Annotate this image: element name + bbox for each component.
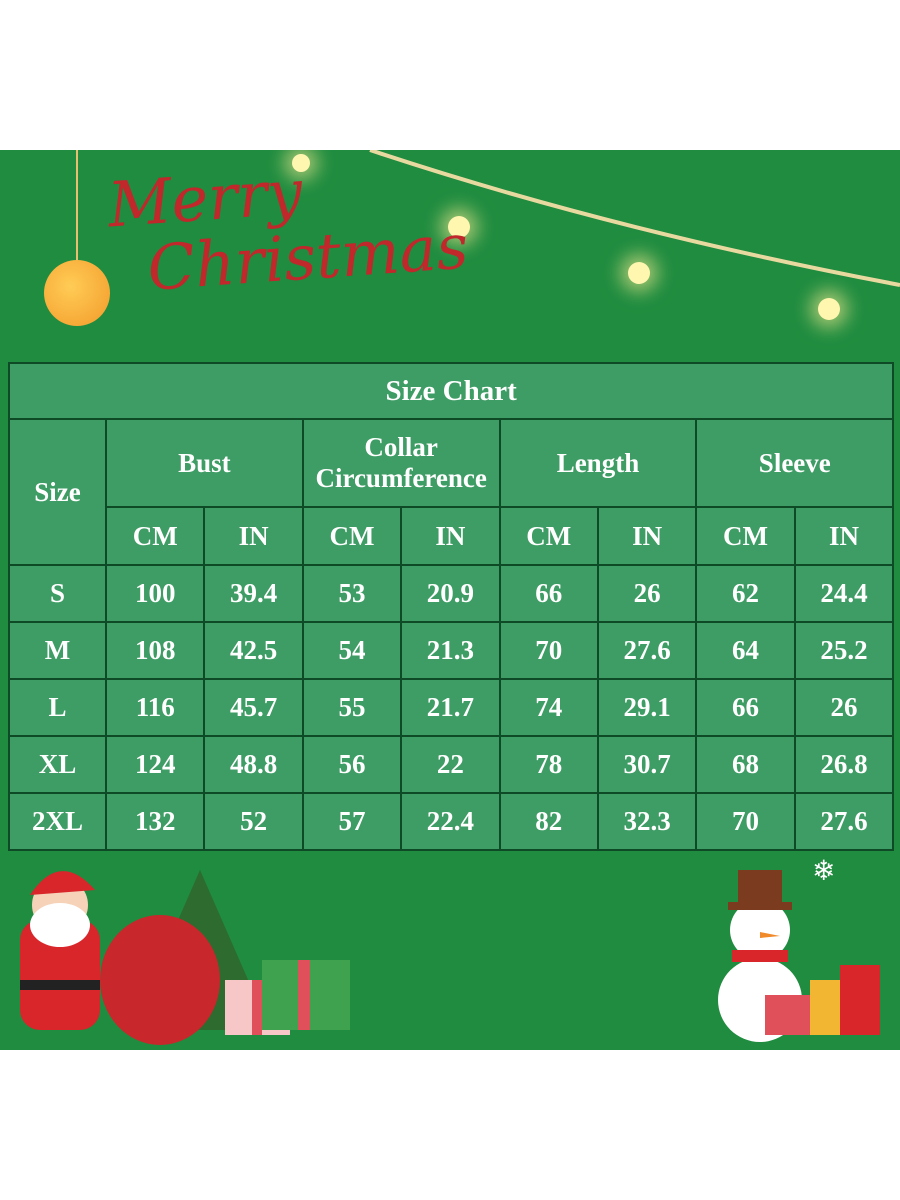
value-cell: 26 [793, 678, 895, 737]
value-cell: 21.7 [400, 678, 501, 737]
merry-christmas-title: Merry Christmas [105, 155, 471, 305]
unit-header-cm: CM [104, 506, 206, 566]
value-cell: 22.4 [400, 792, 501, 851]
value-cell: 21.3 [400, 621, 501, 680]
light-bulb [628, 262, 650, 284]
value-cell: 48.8 [203, 735, 304, 794]
value-cell: 64 [695, 621, 796, 680]
size-chart-table: Size Chart Size Bust Collar Circumference… [7, 362, 895, 851]
light-bulb [818, 298, 840, 320]
value-cell: 62 [695, 564, 796, 623]
value-cell: 108 [104, 621, 206, 680]
table-row: S 100 39.4 53 20.9 66 26 62 24.4 [8, 564, 895, 623]
table-row: XL 124 48.8 56 22 78 30.7 68 26.8 [8, 735, 895, 794]
unit-header-cm: CM [498, 506, 599, 566]
ornament-ball [44, 260, 110, 326]
value-cell: 55 [301, 678, 403, 737]
size-cell: L [8, 678, 107, 737]
light-bulb [292, 154, 310, 172]
value-cell: 70 [498, 621, 599, 680]
unit-header-cm: CM [695, 506, 796, 566]
value-cell: 124 [104, 735, 206, 794]
unit-header-in: IN [793, 506, 895, 566]
value-cell: 39.4 [203, 564, 304, 623]
size-header: Size [8, 418, 107, 566]
value-cell: 45.7 [203, 678, 304, 737]
value-cell: 74 [498, 678, 599, 737]
ornament-string [76, 150, 78, 262]
value-cell: 26.8 [793, 735, 895, 794]
value-cell: 132 [104, 792, 206, 851]
light-bulb [448, 216, 470, 238]
value-cell: 20.9 [400, 564, 501, 623]
value-cell: 32.3 [596, 792, 698, 851]
value-cell: 22 [400, 735, 501, 794]
collar-header: Collar Circumference [301, 418, 501, 508]
snowman-illustration: ❄ [718, 856, 880, 1042]
value-cell: 30.7 [596, 735, 698, 794]
table-title: Size Chart [7, 362, 895, 420]
unit-header-in: IN [203, 506, 304, 566]
value-cell: 24.4 [793, 564, 895, 623]
value-cell: 66 [695, 678, 796, 737]
table-row: L 116 45.7 55 21.7 74 29.1 66 26 [8, 678, 895, 737]
value-cell: 53 [301, 564, 403, 623]
sleeve-header: Sleeve [695, 418, 895, 508]
value-cell: 27.6 [793, 792, 895, 851]
size-cell: S [8, 564, 107, 623]
size-cell: 2XL [8, 792, 107, 851]
value-cell: 54 [301, 621, 403, 680]
value-cell: 56 [301, 735, 403, 794]
bust-header: Bust [105, 418, 304, 508]
value-cell: 78 [498, 735, 599, 794]
value-cell: 68 [695, 735, 796, 794]
value-cell: 52 [203, 792, 304, 851]
value-cell: 100 [104, 564, 206, 623]
size-cell: XL [8, 735, 107, 794]
value-cell: 82 [498, 792, 599, 851]
santa-illustration [20, 870, 350, 1045]
table-row: M 108 42.5 54 21.3 70 27.6 64 25.2 [8, 621, 895, 680]
christmas-banner: Merry Christmas Size Chart Size Bust Col… [0, 150, 900, 1050]
value-cell: 116 [104, 678, 206, 737]
size-cell: M [8, 621, 107, 680]
value-cell: 27.6 [596, 621, 698, 680]
unit-header-in: IN [596, 506, 698, 566]
value-cell: 42.5 [203, 621, 304, 680]
value-cell: 70 [695, 792, 796, 851]
value-cell: 66 [498, 564, 599, 623]
value-cell: 26 [596, 564, 698, 623]
snowflake-icon: ❄ [812, 856, 835, 887]
value-cell: 25.2 [793, 621, 895, 680]
length-header: Length [498, 418, 698, 508]
value-cell: 29.1 [596, 678, 698, 737]
light-string [369, 150, 900, 287]
unit-header-cm: CM [301, 506, 403, 566]
value-cell: 57 [301, 792, 403, 851]
unit-header-in: IN [400, 506, 501, 566]
table-row: 2XL 132 52 57 22.4 82 32.3 70 27.6 [8, 792, 895, 851]
